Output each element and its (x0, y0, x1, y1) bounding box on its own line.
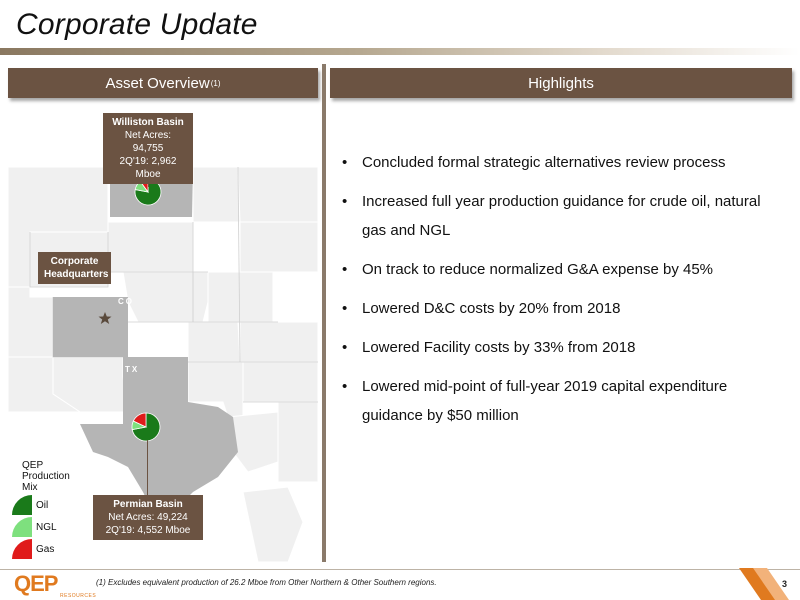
page-number: 3 (782, 579, 788, 589)
production-mix-legend-title: QEP Production Mix (22, 460, 70, 493)
qep-logo: QEP (14, 571, 58, 597)
williston-callout: Williston Basin Net Acres: 94,755 2Q'19:… (103, 113, 193, 184)
highlight-item: Lowered Facility costs by 33% from 2018 (340, 333, 780, 362)
permian-name: Permian Basin (113, 499, 183, 510)
legend-title-line: Mix (22, 482, 38, 493)
williston-acres: Net Acres: 94,755 (124, 130, 172, 154)
highlight-item: Concluded formal strategic alternatives … (340, 148, 780, 177)
page-title: Corporate Update (16, 8, 258, 41)
permian-acres: Net Acres: 49,224 (108, 512, 188, 523)
williston-production: 2Q'19: 2,962 Mboe (119, 156, 177, 180)
highlights-label: Highlights (528, 74, 594, 92)
highlight-item: Increased full year production guidance … (340, 187, 780, 245)
legend-label-ngl: NGL (36, 521, 57, 533)
headquarters-line-1: Corporate (50, 256, 99, 267)
permian-production: 2Q'19: 4,552 Mboe (105, 525, 191, 536)
column-divider (322, 64, 326, 562)
pie-slice-gas (132, 412, 147, 428)
logo-subtitle: RESOURCES (60, 593, 97, 599)
permian-leader-line (147, 440, 148, 496)
gas-swatch (12, 539, 32, 559)
title-rule (0, 48, 800, 55)
colorado-shape (53, 297, 128, 357)
highlight-item: On track to reduce normalized G&A expens… (340, 255, 780, 284)
permian-callout: Permian Basin Net Acres: 49,224 2Q'19: 4… (93, 495, 203, 540)
corner-chevron-graphic (739, 568, 789, 600)
logo-main: QEP (14, 571, 58, 596)
legend-title-line: QEP (22, 460, 44, 471)
legend-label-gas: Gas (36, 543, 55, 555)
legend-item-gas: Gas (12, 539, 54, 559)
texas-shape (80, 357, 238, 522)
headquarters-line-2: Headquarters (44, 269, 109, 280)
headquarters-callout: Corporate Headquarters (38, 252, 111, 284)
asset-overview-footnote-ref: (1) (210, 78, 221, 88)
oil-swatch (12, 495, 32, 515)
headquarters-star-icon (98, 312, 112, 324)
asset-overview-label: Asset Overview (105, 74, 210, 92)
highlights-header: Highlights (330, 68, 792, 98)
footer-rule (0, 569, 800, 570)
state-label-co: CO (118, 297, 134, 306)
highlight-item: Lowered mid-point of full-year 2019 capi… (340, 372, 780, 430)
state-label-tx: TX (125, 365, 140, 374)
highlights-list: Concluded formal strategic alternatives … (340, 148, 780, 440)
legend-label-oil: Oil (36, 499, 49, 511)
asset-overview-header: Asset Overview (1) (8, 68, 318, 98)
legend-item-oil: Oil (12, 495, 48, 515)
permian-production-pie (131, 412, 161, 442)
legend-item-ngl: NGL (12, 517, 57, 537)
us-map (8, 162, 318, 562)
legend-title-line: Production (22, 471, 70, 482)
footnote: (1) Excludes equivalent production of 26… (96, 578, 437, 587)
ngl-swatch (12, 517, 32, 537)
williston-name: Williston Basin (112, 117, 184, 128)
highlight-item: Lowered D&C costs by 20% from 2018 (340, 294, 780, 323)
